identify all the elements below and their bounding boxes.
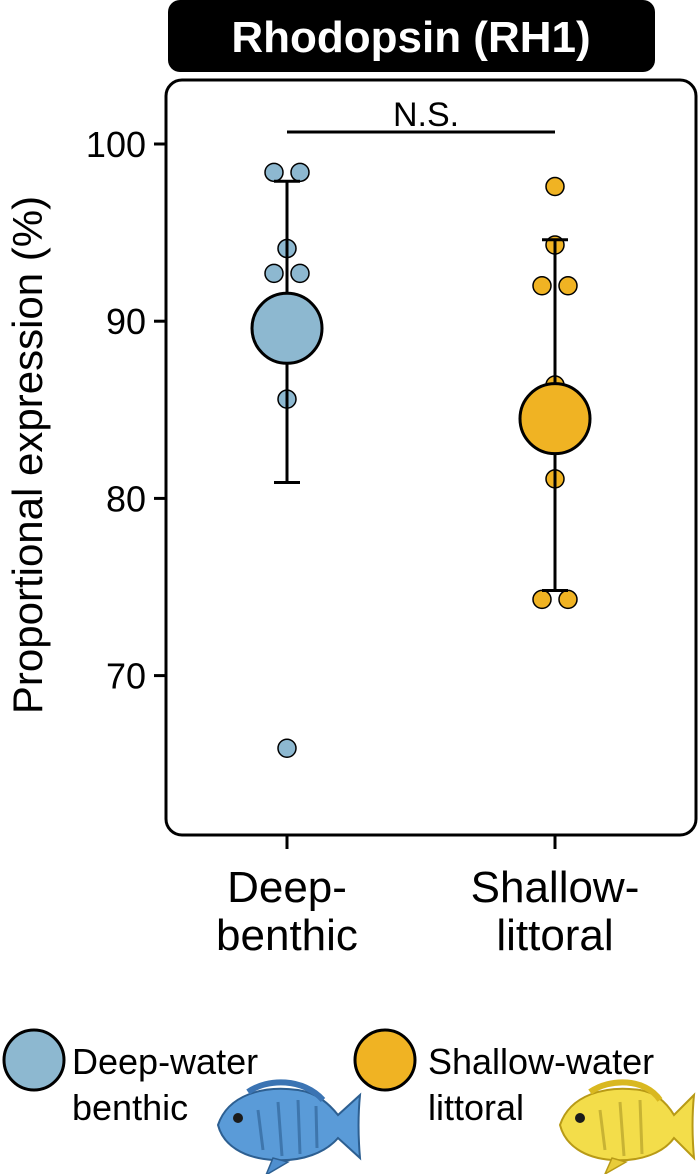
y-tick-label: 70 — [106, 656, 146, 697]
y-axis: 70 80 90 100 — [86, 124, 166, 697]
blue-cichlid-fish-icon — [216, 1079, 362, 1174]
yellow-cichlid-fish-icon — [558, 1079, 696, 1174]
data-point — [290, 263, 310, 284]
x-category-label-line1: Shallow- — [471, 863, 640, 912]
data-point — [558, 276, 578, 296]
mean-marker — [250, 291, 324, 365]
x-category-label-line2: littoral — [496, 911, 613, 960]
data-marks — [250, 162, 592, 759]
chart-title: Rhodopsin (RH1) — [231, 13, 590, 62]
legend-label-deep-line2: benthic — [72, 1087, 188, 1128]
significance-bracket: N.S. — [287, 96, 555, 134]
data-point — [545, 176, 565, 197]
data-point — [532, 589, 552, 610]
plot-frame — [164, 78, 698, 837]
data-point — [277, 738, 297, 759]
legend-label-shallow-line2: littoral — [428, 1087, 524, 1128]
x-category-label-line1: Deep- — [227, 863, 347, 912]
legend-label-deep-line1: Deep-water — [72, 1041, 258, 1082]
y-tick-label: 80 — [106, 478, 146, 519]
legend-label-shallow-line1: Shallow-water — [428, 1041, 654, 1082]
significance-label: N.S. — [393, 96, 459, 134]
data-point — [532, 276, 552, 296]
y-tick-label: 100 — [86, 124, 146, 165]
data-point — [264, 263, 284, 284]
x-axis: Deep-benthic Shallow-littoral — [216, 835, 639, 960]
legend-marker-shallow — [353, 1028, 417, 1092]
title-banner — [168, 0, 655, 72]
x-category-label-line2: benthic — [216, 911, 358, 960]
data-point — [290, 162, 310, 183]
legend-marker-deep — [2, 1028, 66, 1092]
mean-marker — [518, 382, 592, 456]
y-tick-label: 90 — [106, 301, 146, 342]
data-point — [264, 162, 284, 183]
legend: Deep-water benthic Shallow-water littora… — [2, 1028, 696, 1174]
y-axis-title: Proportional expression (%) — [4, 196, 51, 714]
data-point — [558, 589, 578, 610]
